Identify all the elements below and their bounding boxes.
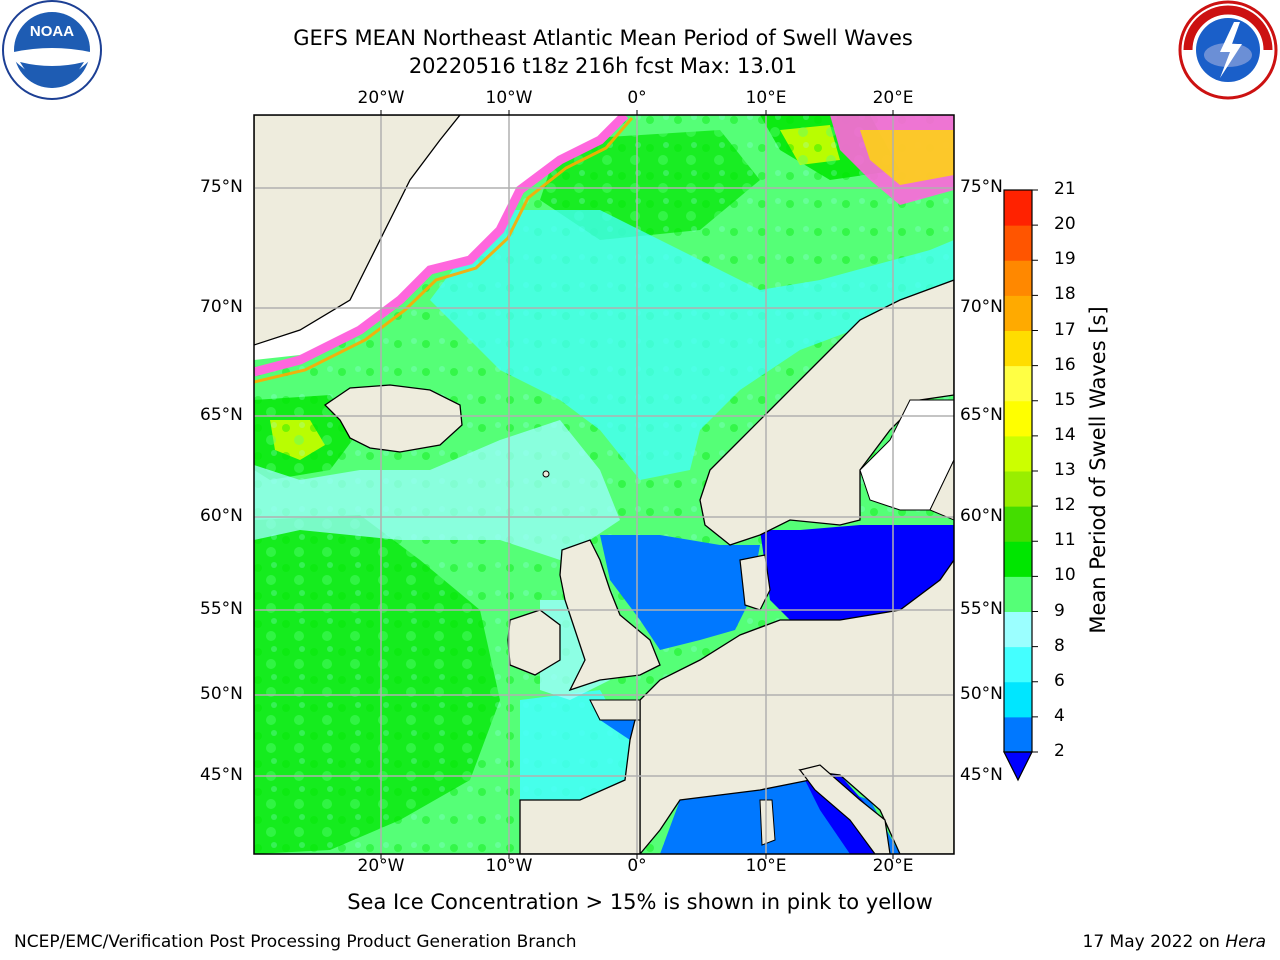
colorbar-tick-label: 18 xyxy=(1054,284,1076,305)
lon-label-bottom-20w: 20°W xyxy=(357,856,405,876)
lon-label-bottom-0: 0° xyxy=(627,856,647,876)
colorbar-segment xyxy=(1004,506,1032,542)
lat-label-left-55n: 55°N xyxy=(200,599,243,619)
lon-label-top-10e: 10°E xyxy=(745,88,787,108)
colorbar-segment xyxy=(1004,260,1032,296)
chart-subtitle: 20220516 t18z 216h fcst Max: 13.01 xyxy=(408,54,798,78)
svg-text:NOAA: NOAA xyxy=(30,23,74,40)
baltic-low-swell xyxy=(760,525,954,620)
colorbar-tick-label: 20 xyxy=(1054,214,1076,235)
lon-label-top-20e: 20°E xyxy=(872,88,914,108)
lon-label-bottom-20e: 20°E xyxy=(872,856,914,876)
greenland xyxy=(254,115,461,346)
colorbar-segment xyxy=(1004,400,1032,437)
colorbar-tick-label: 2 xyxy=(1054,741,1065,761)
noaa-logo: NOAA xyxy=(2,0,102,100)
colorbar-segment xyxy=(1004,295,1032,331)
colorbar-tick-label: 13 xyxy=(1054,460,1076,480)
brittany xyxy=(589,699,641,721)
ireland xyxy=(507,609,561,676)
colorbar-tick-label: 21 xyxy=(1054,179,1076,199)
gulf-of-bothnia xyxy=(859,399,954,511)
lon-label-top-10w: 10°W xyxy=(485,88,533,108)
sardinia xyxy=(759,799,776,846)
lat-label-right-65n: 65°N xyxy=(960,405,1003,425)
colorbar-segment xyxy=(1004,681,1032,718)
sea-ice-edge-inner xyxy=(254,117,634,384)
lat-label-right-55n: 55°N xyxy=(960,599,1003,619)
colorbar-tick-label: 8 xyxy=(1054,635,1065,656)
lat-label-right-50n: 50°N xyxy=(960,684,1003,704)
sea-ice-note: Sea Ice Concentration > 15% is shown in … xyxy=(347,890,933,914)
lon-label-top-0: 0° xyxy=(627,88,647,108)
lat-label-left-45n: 45°N xyxy=(200,765,243,785)
colorbar-tick-label: 10 xyxy=(1054,565,1076,586)
date-line: 17 May 2022 on Hera xyxy=(1083,932,1267,952)
colorbar-segment xyxy=(1004,576,1032,612)
colorbar-tick-label: 14 xyxy=(1054,424,1076,445)
colorbar-segment xyxy=(1004,365,1032,402)
colorbar-tick-label: 12 xyxy=(1054,495,1076,516)
colorbar-segment xyxy=(1004,716,1032,753)
colorbar-segment xyxy=(1004,541,1032,577)
north-sea-low-swell xyxy=(600,535,760,650)
scandinavia xyxy=(699,279,954,546)
colorbar-tick-label: 16 xyxy=(1054,354,1076,375)
lat-label-left-65n: 65°N xyxy=(200,405,243,425)
swell-region-6s xyxy=(430,210,954,480)
swell-region-8s xyxy=(254,420,620,560)
lon-label-top-20w: 20°W xyxy=(357,88,405,108)
colorbar-tick-label: 19 xyxy=(1054,249,1076,270)
lat-label-right-75n: 75°N xyxy=(960,177,1003,197)
lat-label-left-70n: 70°N xyxy=(200,297,243,317)
lon-label-bottom-10w: 10°W xyxy=(485,856,533,876)
colorbar-tick-label: 15 xyxy=(1054,389,1076,410)
nws-logo xyxy=(1178,0,1278,100)
sea-ice-edge xyxy=(254,115,629,377)
lat-label-left-50n: 50°N xyxy=(200,684,243,704)
denmark xyxy=(739,554,771,611)
graticule xyxy=(254,115,954,854)
colorbar-tick-label: 6 xyxy=(1054,670,1065,691)
lat-label-left-75n: 75°N xyxy=(200,177,243,197)
colorbar-segment xyxy=(1004,190,1032,226)
colorbar xyxy=(1003,189,1038,782)
colorbar-segment xyxy=(1004,435,1032,472)
axis-ticks xyxy=(380,110,894,859)
iceland xyxy=(323,384,463,453)
colorbar-extend-arrow xyxy=(1003,751,1033,782)
credit-line: NCEP/EMC/Verification Post Processing Pr… xyxy=(14,932,577,952)
colorbar-tick-label: 11 xyxy=(1054,530,1076,551)
colorbar-segment xyxy=(1004,471,1032,507)
lon-label-bottom-10e: 10°E xyxy=(745,856,787,876)
continental-europe xyxy=(639,558,954,854)
colorbar-segment xyxy=(1004,646,1032,683)
faroe-islands xyxy=(542,470,550,478)
lat-label-left-60n: 60°N xyxy=(200,506,243,526)
colorbar-tick-label: 9 xyxy=(1054,600,1065,621)
map-area xyxy=(254,115,954,854)
colorbar-tick-label: 17 xyxy=(1054,319,1076,340)
barents-ice-core xyxy=(860,130,954,185)
lat-label-right-70n: 70°N xyxy=(960,297,1003,317)
lat-label-right-45n: 45°N xyxy=(960,765,1003,785)
date-text: 17 May 2022 on xyxy=(1082,932,1220,952)
colorbar-segment xyxy=(1004,330,1032,367)
finland xyxy=(929,459,954,521)
colorbar-tick-label: 4 xyxy=(1054,705,1065,726)
chart-title: GEFS MEAN Northeast Atlantic Mean Period… xyxy=(293,26,913,50)
machine-name: Hera xyxy=(1225,932,1266,952)
colorbar-segment xyxy=(1004,225,1032,261)
lat-label-right-60n: 60°N xyxy=(960,506,1003,526)
colorbar-title: Mean Period of Swell Waves [s] xyxy=(1086,306,1110,634)
colorbar-segment xyxy=(1004,611,1032,648)
map-frame xyxy=(253,114,955,855)
